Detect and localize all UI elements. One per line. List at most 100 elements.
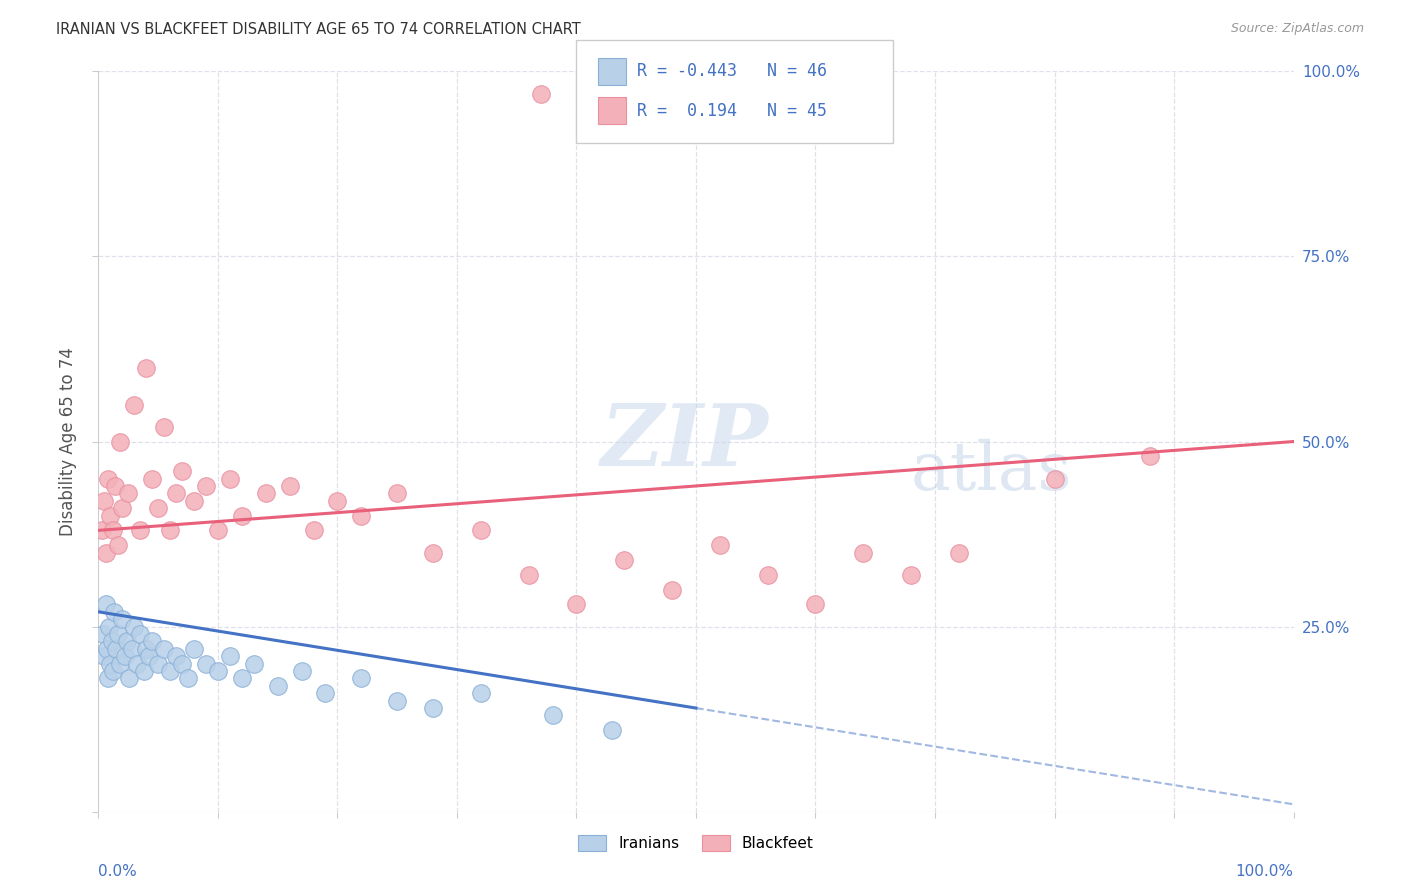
Legend: Iranians, Blackfeet: Iranians, Blackfeet	[572, 829, 820, 857]
Point	[1043, 472, 1066, 486]
Point	[302, 524, 325, 538]
Point	[385, 694, 409, 708]
Point	[135, 641, 157, 656]
Point	[195, 479, 218, 493]
Text: IRANIAN VS BLACKFEET DISABILITY AGE 65 TO 74 CORRELATION CHART: IRANIAN VS BLACKFEET DISABILITY AGE 65 T…	[56, 22, 581, 37]
Point	[159, 664, 181, 678]
Point	[129, 627, 152, 641]
Point	[254, 486, 277, 500]
Point	[108, 657, 131, 671]
Point	[108, 434, 131, 449]
Point	[243, 657, 266, 671]
Point	[231, 672, 253, 686]
Point	[135, 360, 157, 375]
Point	[107, 627, 129, 641]
Point	[97, 672, 120, 686]
Point	[104, 479, 127, 493]
Point	[291, 664, 314, 678]
Point	[141, 634, 163, 648]
Point	[172, 657, 194, 671]
Point	[141, 472, 163, 486]
Point	[350, 508, 373, 523]
Point	[100, 634, 122, 648]
Point	[852, 546, 875, 560]
Point	[101, 524, 124, 538]
Point	[98, 657, 122, 671]
Point	[177, 672, 200, 686]
Text: atlas: atlas	[911, 439, 1073, 504]
Point	[148, 657, 170, 671]
Text: Source: ZipAtlas.com: Source: ZipAtlas.com	[1230, 22, 1364, 36]
Text: 0.0%: 0.0%	[98, 863, 138, 879]
Point	[121, 641, 143, 656]
Point	[114, 649, 136, 664]
Text: 100.0%: 100.0%	[1236, 863, 1294, 879]
Point	[101, 664, 124, 678]
Point	[91, 627, 114, 641]
Point	[165, 486, 187, 500]
Point	[98, 508, 122, 523]
Point	[602, 723, 624, 738]
Point	[148, 501, 170, 516]
Point	[709, 538, 731, 552]
Point	[219, 649, 242, 664]
Point	[111, 501, 134, 516]
Text: ZIP: ZIP	[600, 400, 768, 483]
Point	[541, 708, 564, 723]
Point	[195, 657, 218, 671]
Point	[470, 686, 492, 700]
Point	[159, 524, 181, 538]
Point	[350, 672, 373, 686]
Point	[111, 612, 134, 626]
Point	[530, 87, 553, 101]
Point	[183, 641, 205, 656]
Point	[183, 493, 205, 508]
Point	[278, 479, 301, 493]
Point	[94, 598, 117, 612]
Point	[267, 679, 290, 693]
Text: R =  0.194   N = 45: R = 0.194 N = 45	[637, 102, 827, 120]
Point	[129, 524, 152, 538]
Point	[165, 649, 187, 664]
Point	[207, 664, 229, 678]
Y-axis label: Disability Age 65 to 74: Disability Age 65 to 74	[59, 347, 77, 536]
Point	[138, 649, 160, 664]
Point	[91, 524, 114, 538]
Point	[422, 701, 444, 715]
Point	[117, 486, 139, 500]
Point	[315, 686, 337, 700]
Point	[153, 419, 176, 434]
Point	[124, 619, 146, 633]
Point	[94, 546, 117, 560]
Point	[948, 546, 970, 560]
Point	[93, 493, 115, 508]
Point	[804, 598, 827, 612]
Point	[172, 464, 194, 478]
Point	[1139, 450, 1161, 464]
Point	[125, 657, 148, 671]
Point	[115, 634, 138, 648]
Point	[93, 649, 115, 664]
Point	[756, 567, 779, 582]
Point	[470, 524, 492, 538]
Point	[231, 508, 253, 523]
Point	[422, 546, 444, 560]
Point	[661, 582, 683, 597]
Point	[103, 605, 125, 619]
Point	[385, 486, 409, 500]
Point	[97, 472, 120, 486]
Point	[207, 524, 229, 538]
Point	[900, 567, 922, 582]
Point	[105, 641, 128, 656]
Point	[153, 641, 176, 656]
Point	[219, 472, 242, 486]
Point	[326, 493, 349, 508]
Point	[132, 664, 155, 678]
Point	[613, 553, 636, 567]
Text: R = -0.443   N = 46: R = -0.443 N = 46	[637, 62, 827, 80]
Point	[565, 598, 588, 612]
Point	[107, 538, 129, 552]
Point	[118, 672, 141, 686]
Point	[124, 398, 146, 412]
Point	[96, 641, 118, 656]
